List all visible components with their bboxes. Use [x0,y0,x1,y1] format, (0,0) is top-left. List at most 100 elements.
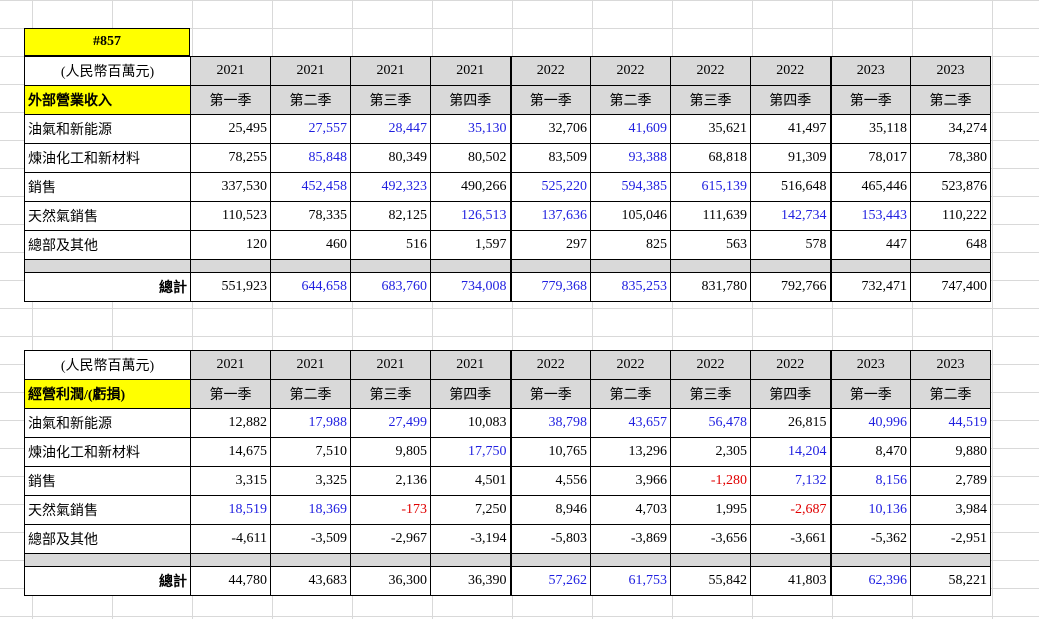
row-label[interactable]: 天然氣銷售 [24,201,191,231]
total-value-cell[interactable]: 41,803 [750,566,832,596]
value-cell[interactable]: -3,661 [750,524,832,554]
row-label[interactable]: 油氣和新能源 [24,114,191,144]
spacer-cell[interactable] [670,553,751,567]
value-cell[interactable]: 41,609 [590,114,671,144]
spacer-cell[interactable] [190,553,271,567]
value-cell[interactable]: 3,325 [270,466,351,496]
value-cell[interactable]: 93,388 [590,143,671,173]
value-cell[interactable]: 78,017 [830,143,911,173]
quarter-header[interactable]: 第三季 [670,85,751,115]
year-header[interactable]: 2023 [910,350,991,380]
quarter-header[interactable]: 第二季 [270,85,351,115]
year-header[interactable]: 2023 [830,56,911,86]
value-cell[interactable]: 137,636 [510,201,591,231]
value-cell[interactable]: 18,519 [190,495,271,525]
row-label[interactable]: 煉油化工和新材料 [24,143,191,173]
spacer-cell[interactable] [430,553,512,567]
value-cell[interactable]: 648 [910,230,991,260]
value-cell[interactable]: 297 [510,230,591,260]
value-cell[interactable]: 465,446 [830,172,911,202]
value-cell[interactable]: 1,597 [430,230,512,260]
value-cell[interactable]: 111,639 [670,201,751,231]
value-cell[interactable]: 4,703 [590,495,671,525]
value-cell[interactable]: 68,818 [670,143,751,173]
value-cell[interactable]: 126,513 [430,201,512,231]
year-header[interactable]: 2022 [670,350,751,380]
value-cell[interactable]: 28,447 [350,114,431,144]
quarter-header[interactable]: 第一季 [510,85,591,115]
total-value-cell[interactable]: 57,262 [510,566,591,596]
spacer-cell[interactable] [590,259,671,273]
quarter-header[interactable]: 第二季 [910,85,991,115]
quarter-header[interactable]: 第二季 [910,379,991,409]
spacer-cell[interactable] [190,259,271,273]
quarter-header[interactable]: 第一季 [830,85,911,115]
spacer-cell[interactable] [270,259,351,273]
total-value-cell[interactable]: 732,471 [830,272,911,302]
unit-label[interactable]: (人民幣百萬元) [24,56,191,86]
section-title[interactable]: 外部營業收入 [24,85,191,115]
value-cell[interactable]: 34,274 [910,114,991,144]
value-cell[interactable]: 490,266 [430,172,512,202]
quarter-header[interactable]: 第三季 [350,85,431,115]
spacer-cell[interactable] [830,259,911,273]
value-cell[interactable]: 10,765 [510,437,591,467]
total-label[interactable]: 總計 [24,272,191,302]
total-label[interactable]: 總計 [24,566,191,596]
value-cell[interactable]: 4,556 [510,466,591,496]
year-header[interactable]: 2022 [750,56,832,86]
total-value-cell[interactable]: 831,780 [670,272,751,302]
value-cell[interactable]: 41,497 [750,114,832,144]
spacer-cell[interactable] [510,553,591,567]
total-value-cell[interactable]: 792,766 [750,272,832,302]
value-cell[interactable]: 18,369 [270,495,351,525]
year-header[interactable]: 2021 [190,350,271,380]
total-value-cell[interactable]: 36,390 [430,566,512,596]
value-cell[interactable]: 447 [830,230,911,260]
value-cell[interactable]: 492,323 [350,172,431,202]
value-cell[interactable]: 452,458 [270,172,351,202]
value-cell[interactable]: 142,734 [750,201,832,231]
quarter-header[interactable]: 第二季 [590,85,671,115]
value-cell[interactable]: 78,255 [190,143,271,173]
value-cell[interactable]: 516,648 [750,172,832,202]
spacer-cell[interactable] [350,259,431,273]
year-header[interactable]: 2021 [430,350,512,380]
value-cell[interactable]: 35,118 [830,114,911,144]
value-cell[interactable]: 2,136 [350,466,431,496]
spacer-cell[interactable] [24,553,191,567]
value-cell[interactable]: -1,280 [670,466,751,496]
total-value-cell[interactable]: 747,400 [910,272,991,302]
quarter-header[interactable]: 第一季 [190,379,271,409]
spacer-cell[interactable] [670,259,751,273]
value-cell[interactable]: 40,996 [830,408,911,438]
value-cell[interactable]: 8,946 [510,495,591,525]
value-cell[interactable]: 120 [190,230,271,260]
value-cell[interactable]: 27,499 [350,408,431,438]
year-header[interactable]: 2022 [750,350,832,380]
spacer-cell[interactable] [350,553,431,567]
row-label[interactable]: 銷售 [24,466,191,496]
id-label-cell[interactable]: #857 [24,28,190,56]
quarter-header[interactable]: 第三季 [670,379,751,409]
value-cell[interactable]: 83,509 [510,143,591,173]
spacer-cell[interactable] [270,553,351,567]
value-cell[interactable]: 7,250 [430,495,512,525]
section-title[interactable]: 經營利潤/(虧損) [24,379,191,409]
value-cell[interactable]: 825 [590,230,671,260]
value-cell[interactable]: 9,805 [350,437,431,467]
spacer-cell[interactable] [910,553,991,567]
value-cell[interactable]: 44,519 [910,408,991,438]
total-value-cell[interactable]: 734,008 [430,272,512,302]
value-cell[interactable]: 105,046 [590,201,671,231]
row-label[interactable]: 總部及其他 [24,230,191,260]
total-value-cell[interactable]: 61,753 [590,566,671,596]
spacer-cell[interactable] [750,259,832,273]
total-value-cell[interactable]: 43,683 [270,566,351,596]
spacer-cell[interactable] [830,553,911,567]
quarter-header[interactable]: 第四季 [430,379,512,409]
value-cell[interactable]: 35,621 [670,114,751,144]
total-value-cell[interactable]: 36,300 [350,566,431,596]
value-cell[interactable]: 8,156 [830,466,911,496]
spacer-cell[interactable] [24,259,191,273]
